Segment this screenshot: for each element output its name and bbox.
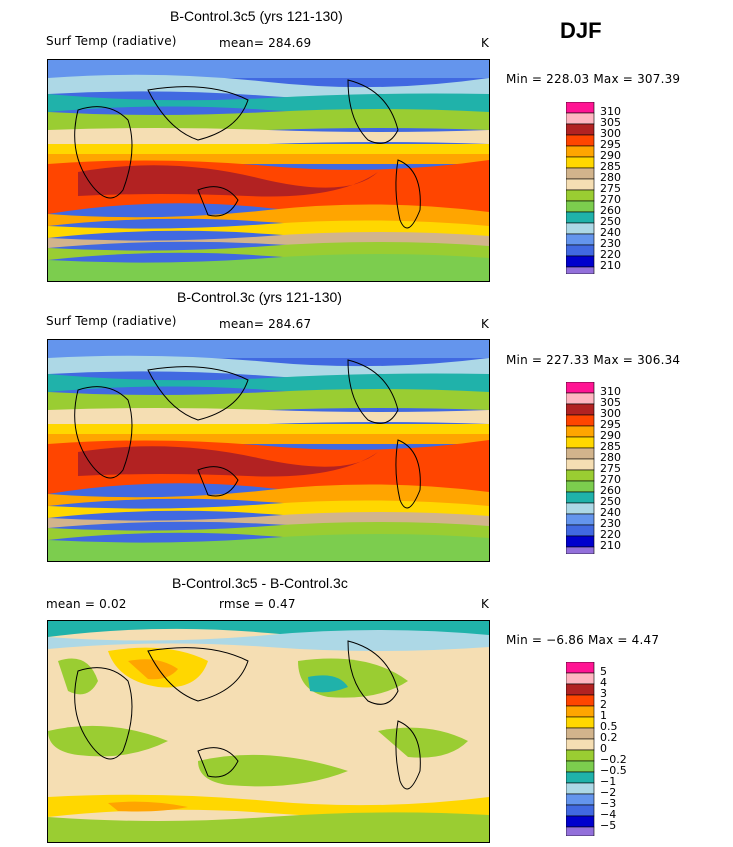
panel-2-colorbar-label: 290	[600, 429, 621, 442]
panel-1-colorbar-label: 300	[600, 127, 621, 140]
panel-1-map	[47, 59, 490, 282]
panel-3-colorbar-label: 1	[600, 709, 607, 722]
panel-3-colorbar-label: 5	[600, 665, 607, 678]
panel-3-minmax: Min = −6.86 Max = 4.47	[506, 633, 660, 647]
panel-1-temperature-field	[48, 60, 489, 281]
panel-3-colorbar-label: −3	[600, 797, 617, 810]
panel-3-colorbar-label: 2	[600, 698, 607, 711]
panel-1-colorbar-label: 240	[600, 226, 621, 239]
panel-3-rmse-label: rmse = 0.47	[219, 597, 296, 611]
panel-1-colorbar-swatches	[566, 102, 595, 274]
panel-2-title: B-Control.3c (yrs 121-130)	[177, 289, 342, 305]
panel-3-unit-label: K	[481, 597, 490, 611]
panel-2-colorbar-label: 310	[600, 385, 621, 398]
panel-3-colorbar-swatches	[566, 662, 595, 836]
panel-3-title: B-Control.3c5 - B-Control.3c	[172, 575, 348, 591]
panel-3-colorbar-label: −0.2	[600, 753, 627, 766]
panel-1-colorbar-label: 290	[600, 149, 621, 162]
panel-1-colorbar	[566, 102, 626, 274]
panel-2-colorbar-label: 280	[600, 451, 621, 464]
panel-1-colorbar-label: 295	[600, 138, 621, 151]
panel-2-colorbar-label: 220	[600, 528, 621, 541]
panel-3-colorbar-label: −0.5	[600, 764, 627, 777]
panel-2-colorbar-label: 285	[600, 440, 621, 453]
panel-1-colorbar-label: 305	[600, 116, 621, 129]
panel-3-difference-field	[48, 621, 489, 842]
panel-3-colorbar-label: −5	[600, 819, 617, 832]
panel-2-colorbar-label: 300	[600, 407, 621, 420]
panel-1-colorbar-label: 285	[600, 160, 621, 173]
panel-3-map	[47, 620, 490, 843]
panel-2-minmax: Min = 227.33 Max = 306.34	[506, 353, 681, 367]
panel-3-colorbar-label: −2	[600, 786, 617, 799]
panel-2-colorbar-label: 260	[600, 484, 621, 497]
panel-2-map	[47, 339, 490, 562]
panel-3-mean-label: mean = 0.02	[46, 597, 127, 611]
panel-1-colorbar-label: 210	[600, 259, 621, 272]
panel-3-colorbar-label: −1	[600, 775, 617, 788]
panel-2-colorbar	[566, 382, 626, 554]
panel-2-colorbar-label: 230	[600, 517, 621, 530]
panel-2-colorbar-label: 275	[600, 462, 621, 475]
panel-1-mean-label: mean= 284.69	[219, 36, 312, 50]
panel-3-colorbar-label: 3	[600, 687, 607, 700]
panel-2-temperature-field	[48, 340, 489, 561]
panel-2-colorbar-label: 210	[600, 539, 621, 552]
panel-1-colorbar-label: 310	[600, 105, 621, 118]
panel-2-colorbar-label: 270	[600, 473, 621, 486]
panel-1-colorbar-label: 275	[600, 182, 621, 195]
panel-2-colorbar-label: 250	[600, 495, 621, 508]
panel-1-variable-label: Surf Temp (radiative)	[46, 34, 177, 48]
panel-3-colorbar	[566, 662, 626, 836]
panel-1-unit-label: K	[481, 36, 490, 50]
panel-1-colorbar-label: 230	[600, 237, 621, 250]
panel-1-colorbar-label: 220	[600, 248, 621, 261]
panel-2-unit-label: K	[481, 317, 490, 331]
panel-3-colorbar-label: 4	[600, 676, 607, 689]
panel-3-colorbar-label: 0.5	[600, 720, 618, 733]
panel-3-colorbar-label: −4	[600, 808, 617, 821]
panel-1-colorbar-label: 280	[600, 171, 621, 184]
panel-1-colorbar-label: 250	[600, 215, 621, 228]
panel-1-colorbar-label: 260	[600, 204, 621, 217]
panel-2-colorbar-label: 240	[600, 506, 621, 519]
panel-2-variable-label: Surf Temp (radiative)	[46, 314, 177, 328]
season-label: DJF	[560, 18, 602, 43]
panel-1-title: B-Control.3c5 (yrs 121-130)	[170, 8, 343, 24]
panel-2-colorbar-label: 295	[600, 418, 621, 431]
panel-2-mean-label: mean= 284.67	[219, 317, 312, 331]
panel-3-colorbar-label: 0.2	[600, 731, 618, 744]
panel-1-colorbar-label: 270	[600, 193, 621, 206]
panel-1-minmax: Min = 228.03 Max = 307.39	[506, 72, 681, 86]
panel-3-colorbar-label: 0	[600, 742, 607, 755]
panel-2-colorbar-swatches	[566, 382, 595, 554]
panel-2-colorbar-label: 305	[600, 396, 621, 409]
